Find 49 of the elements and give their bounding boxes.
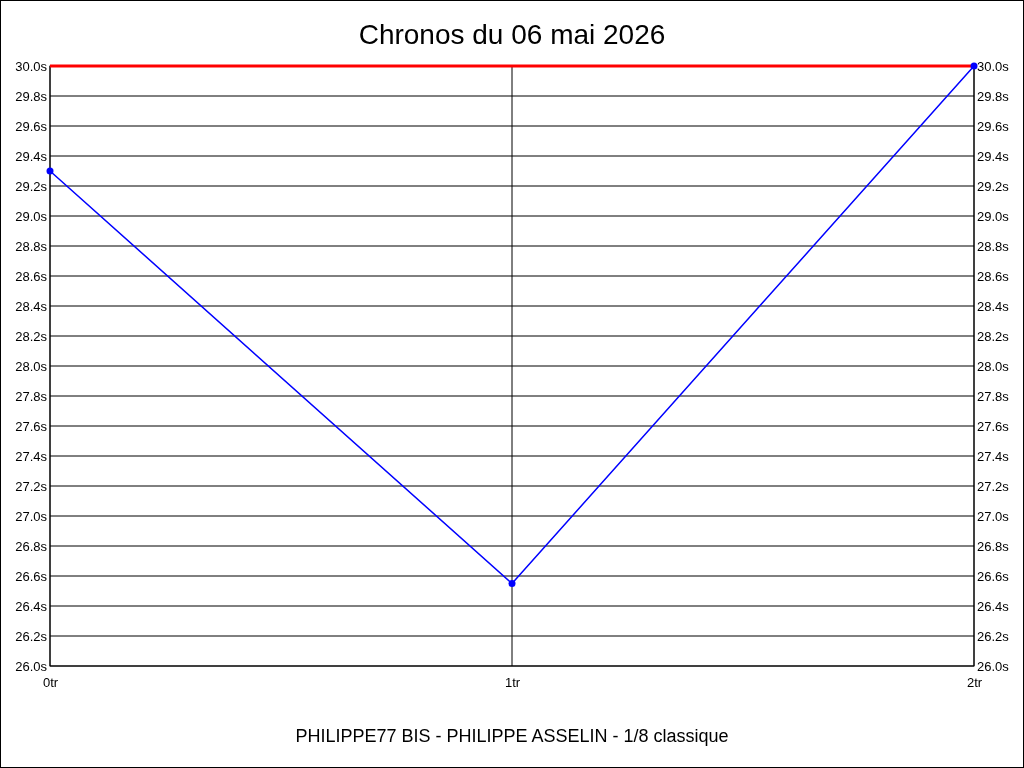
y2-tick-label: 28.2s (977, 328, 1010, 344)
y-tick-label: 26.4s (15, 598, 48, 614)
y2-tick-label: 30.0s (977, 58, 1010, 74)
y2-tick-label: 28.4s (977, 298, 1010, 314)
y2-tick-label: 27.6s (977, 418, 1010, 434)
y2-tick-label: 26.0s (977, 658, 1010, 674)
y-tick-label: 29.0s (15, 208, 48, 224)
y-tick-label: 29.8s (15, 88, 48, 104)
y-tick-label: 30.0s (15, 58, 48, 74)
y-tick-label: 28.8s (15, 238, 48, 254)
y2-tick-label: 29.4s (977, 148, 1010, 164)
y2-tick-label: 26.2s (977, 628, 1010, 644)
y-tick-label: 26.6s (15, 568, 48, 584)
y2-tick-label: 29.0s (977, 208, 1010, 224)
text: PHILIPPE77 BIS - PHILIPPE ASSELIN - 1/8 classique (295, 726, 729, 746)
y2-tick-label: 28.0s (977, 358, 1010, 374)
y-tick-label: 28.4s (15, 298, 48, 314)
point (508, 580, 516, 587)
x-tick-label: 1tr (504, 675, 521, 691)
y2-tick-label: 26.6s (977, 568, 1010, 584)
y-tick-label: 29.2s (15, 178, 48, 194)
y-tick-label: 26.2s (15, 628, 48, 644)
y-tick-label: 27.8s (15, 388, 48, 404)
y-tick-label: 29.6s (15, 118, 48, 134)
y-tick-label: 27.0s (15, 508, 48, 524)
y2-tick-label: 26.4s (977, 598, 1010, 614)
y2-tick-label: 29.8s (977, 88, 1010, 104)
y-tick-label: 26.0s (15, 658, 48, 674)
y-tick-label: 27.2s (15, 478, 48, 494)
y2-tick-label: 27.4s (977, 448, 1010, 464)
y-tick-label: 28.0s (15, 358, 48, 374)
y-tick-label: 29.4s (15, 148, 48, 164)
y-tick-label: 27.6s (15, 418, 48, 434)
y2-tick-label: 27.8s (977, 388, 1010, 404)
x-tick-label: 2tr (966, 675, 983, 691)
y-tick-label: 28.6s (15, 268, 48, 284)
y-tick-label: 28.2s (15, 328, 48, 344)
point (46, 167, 54, 175)
y-tick-label: 27.4s (15, 448, 48, 464)
y2-tick-label: 28.8s (977, 238, 1010, 254)
y2-tick-label: 29.2s (977, 178, 1010, 194)
y2-tick-label: 27.0s (977, 508, 1010, 524)
x-tick-label: 0tr (42, 675, 59, 691)
chart-title: Chronos du 06 mai 2026 (358, 19, 666, 50)
y-tick-label: 26.8s (15, 538, 48, 554)
y2-tick-label: 26.8s (977, 538, 1010, 554)
y2-tick-label: 27.2s (977, 478, 1010, 494)
y2-tick-label: 29.6s (977, 118, 1010, 134)
y2-tick-label: 28.6s (977, 268, 1010, 284)
